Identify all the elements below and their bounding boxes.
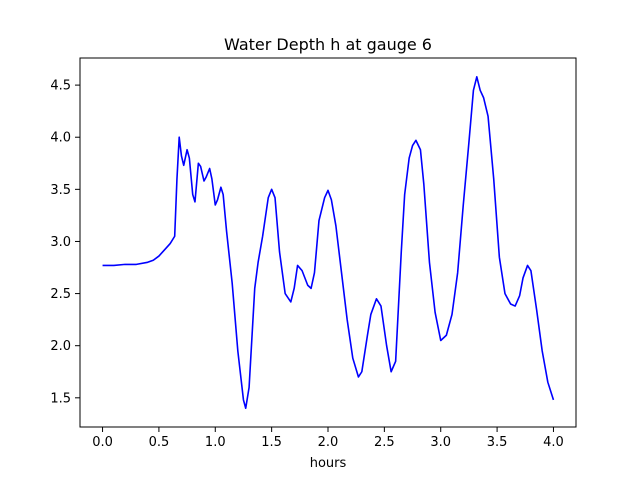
x-tick-label: 2.5: [374, 435, 395, 450]
x-tick-label: 2.0: [318, 435, 339, 450]
x-tick-label: 4.0: [543, 435, 564, 450]
x-tick-label: 3.0: [430, 435, 451, 450]
x-tick-label: 0.0: [92, 435, 113, 450]
y-tick-label: 2.0: [50, 339, 71, 354]
x-axis-ticks: 0.0 0.5 1.0 1.5 2.0 2.5 3.0 3.5 4.0: [92, 427, 564, 450]
x-axis-label: hours: [310, 456, 347, 471]
y-tick-label: 4.5: [50, 79, 71, 94]
x-tick-label: 3.5: [487, 435, 508, 450]
x-tick-label: 0.5: [149, 435, 170, 450]
series-line-0: [102, 75, 555, 410]
y-tick-label: 3.5: [50, 183, 71, 198]
y-tick-label: 2.5: [50, 287, 71, 302]
y-tick-label: 1.5: [50, 391, 71, 406]
x-tick-label: 1.0: [205, 435, 226, 450]
y-tick-label: 3.0: [50, 235, 71, 250]
y-tick-label: 4.0: [50, 131, 71, 146]
plot-series-layer: [102, 75, 555, 410]
y-axis-ticks: 1.5 2.0 2.5 3.0 3.5 4.0 4.5: [50, 79, 80, 406]
chart-title: Water Depth h at gauge 6: [224, 35, 432, 54]
x-tick-label: 1.5: [261, 435, 282, 450]
